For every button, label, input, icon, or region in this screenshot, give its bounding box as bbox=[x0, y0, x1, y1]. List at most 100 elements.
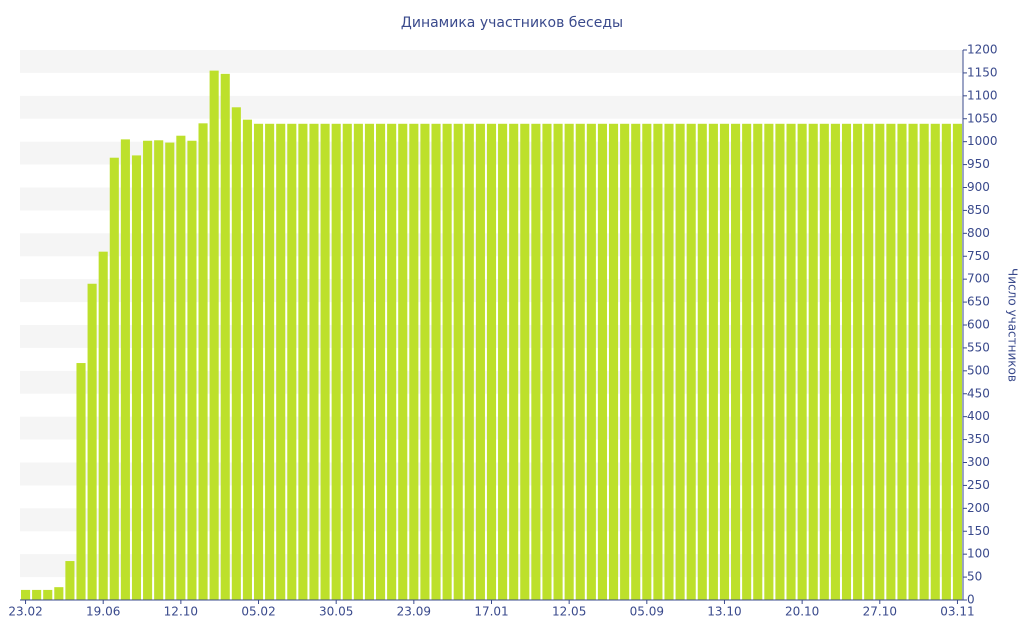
bar bbox=[941, 123, 951, 601]
bar bbox=[608, 123, 619, 601]
y-tick-label: 500 bbox=[967, 363, 990, 377]
bar bbox=[686, 123, 696, 601]
bar bbox=[509, 123, 519, 601]
y-tick-label: 550 bbox=[967, 340, 990, 354]
y-tick-label: 350 bbox=[967, 432, 990, 446]
y-tick-label: 850 bbox=[967, 203, 990, 217]
bar bbox=[65, 561, 75, 600]
bar bbox=[54, 587, 64, 600]
bar bbox=[154, 140, 164, 600]
bar bbox=[797, 123, 807, 601]
x-tick-label: 19.06 bbox=[86, 605, 120, 619]
bar bbox=[853, 123, 863, 601]
bar bbox=[642, 123, 652, 601]
y-tick-label: 650 bbox=[967, 295, 990, 309]
bar bbox=[564, 123, 574, 601]
bar bbox=[786, 123, 796, 601]
bar bbox=[76, 363, 86, 600]
y-tick-label: 1150 bbox=[967, 65, 998, 79]
bar bbox=[575, 123, 585, 601]
x-tick-label: 17.01 bbox=[474, 605, 508, 619]
bar bbox=[697, 123, 707, 601]
bar bbox=[43, 589, 53, 600]
bar bbox=[20, 589, 31, 600]
bar bbox=[331, 123, 341, 601]
bar bbox=[742, 123, 752, 601]
bar bbox=[376, 123, 386, 601]
x-tick-label: 23.02 bbox=[8, 605, 42, 619]
bar bbox=[908, 123, 918, 601]
bar bbox=[431, 123, 441, 601]
y-tick-label: 900 bbox=[967, 180, 990, 194]
bar bbox=[597, 123, 607, 601]
y-tick-label: 700 bbox=[967, 272, 990, 286]
y-tick-label: 0 bbox=[967, 593, 975, 607]
bar bbox=[586, 123, 596, 601]
bar bbox=[87, 283, 97, 600]
bar bbox=[287, 123, 297, 601]
y-tick-label: 400 bbox=[967, 409, 990, 423]
bar bbox=[531, 123, 541, 601]
bar bbox=[32, 589, 42, 600]
x-tick-label: 05.02 bbox=[241, 605, 275, 619]
bar bbox=[109, 157, 119, 601]
bar bbox=[875, 123, 885, 601]
bar bbox=[753, 123, 763, 601]
bar bbox=[242, 119, 252, 601]
x-tick-label: 03.11 bbox=[940, 605, 974, 619]
bar bbox=[542, 123, 552, 601]
bar bbox=[841, 123, 852, 601]
bar bbox=[276, 123, 286, 601]
bar bbox=[453, 123, 463, 601]
x-tick-label: 27.10 bbox=[863, 605, 897, 619]
bar bbox=[864, 123, 874, 601]
bar bbox=[231, 107, 241, 601]
bar bbox=[409, 123, 419, 601]
bar bbox=[464, 123, 474, 601]
bar bbox=[764, 123, 774, 601]
bar bbox=[342, 123, 352, 601]
bar bbox=[131, 155, 142, 600]
bar bbox=[808, 123, 818, 601]
bar bbox=[775, 123, 785, 601]
bar bbox=[364, 123, 375, 601]
bar bbox=[664, 123, 674, 601]
bar bbox=[265, 123, 275, 601]
y-tick-label: 300 bbox=[967, 455, 990, 469]
bar bbox=[897, 123, 907, 601]
bar bbox=[553, 123, 563, 601]
bar bbox=[176, 135, 186, 601]
x-tick-label: 20.10 bbox=[785, 605, 819, 619]
bar bbox=[830, 123, 840, 601]
x-tick-label: 12.10 bbox=[164, 605, 198, 619]
bar bbox=[209, 70, 219, 600]
y-tick-label: 250 bbox=[967, 478, 990, 492]
x-tick-label: 12.05 bbox=[552, 605, 586, 619]
bar bbox=[442, 123, 452, 601]
x-tick-label: 05.09 bbox=[630, 605, 664, 619]
bar bbox=[486, 123, 497, 601]
x-tick-label: 30.05 bbox=[319, 605, 353, 619]
bar bbox=[253, 123, 264, 601]
bar bbox=[653, 123, 663, 601]
y-tick-label: 600 bbox=[967, 318, 990, 332]
bar bbox=[320, 123, 330, 601]
y-tick-label: 50 bbox=[967, 570, 982, 584]
x-tick-label: 13.10 bbox=[707, 605, 741, 619]
x-tick-label: 23.09 bbox=[397, 605, 431, 619]
y-tick-label: 450 bbox=[967, 386, 990, 400]
y-tick-label: 100 bbox=[967, 547, 990, 561]
bar bbox=[165, 142, 175, 601]
bar bbox=[187, 140, 197, 600]
bar bbox=[143, 140, 153, 600]
y-tick-label: 200 bbox=[967, 501, 990, 515]
grid-band bbox=[20, 95, 963, 119]
bar bbox=[930, 123, 940, 601]
bar bbox=[520, 123, 530, 601]
bar bbox=[475, 123, 485, 601]
bar bbox=[731, 123, 741, 601]
bar bbox=[819, 123, 829, 601]
bar bbox=[420, 123, 430, 601]
bar bbox=[353, 123, 363, 601]
bar bbox=[98, 251, 108, 600]
